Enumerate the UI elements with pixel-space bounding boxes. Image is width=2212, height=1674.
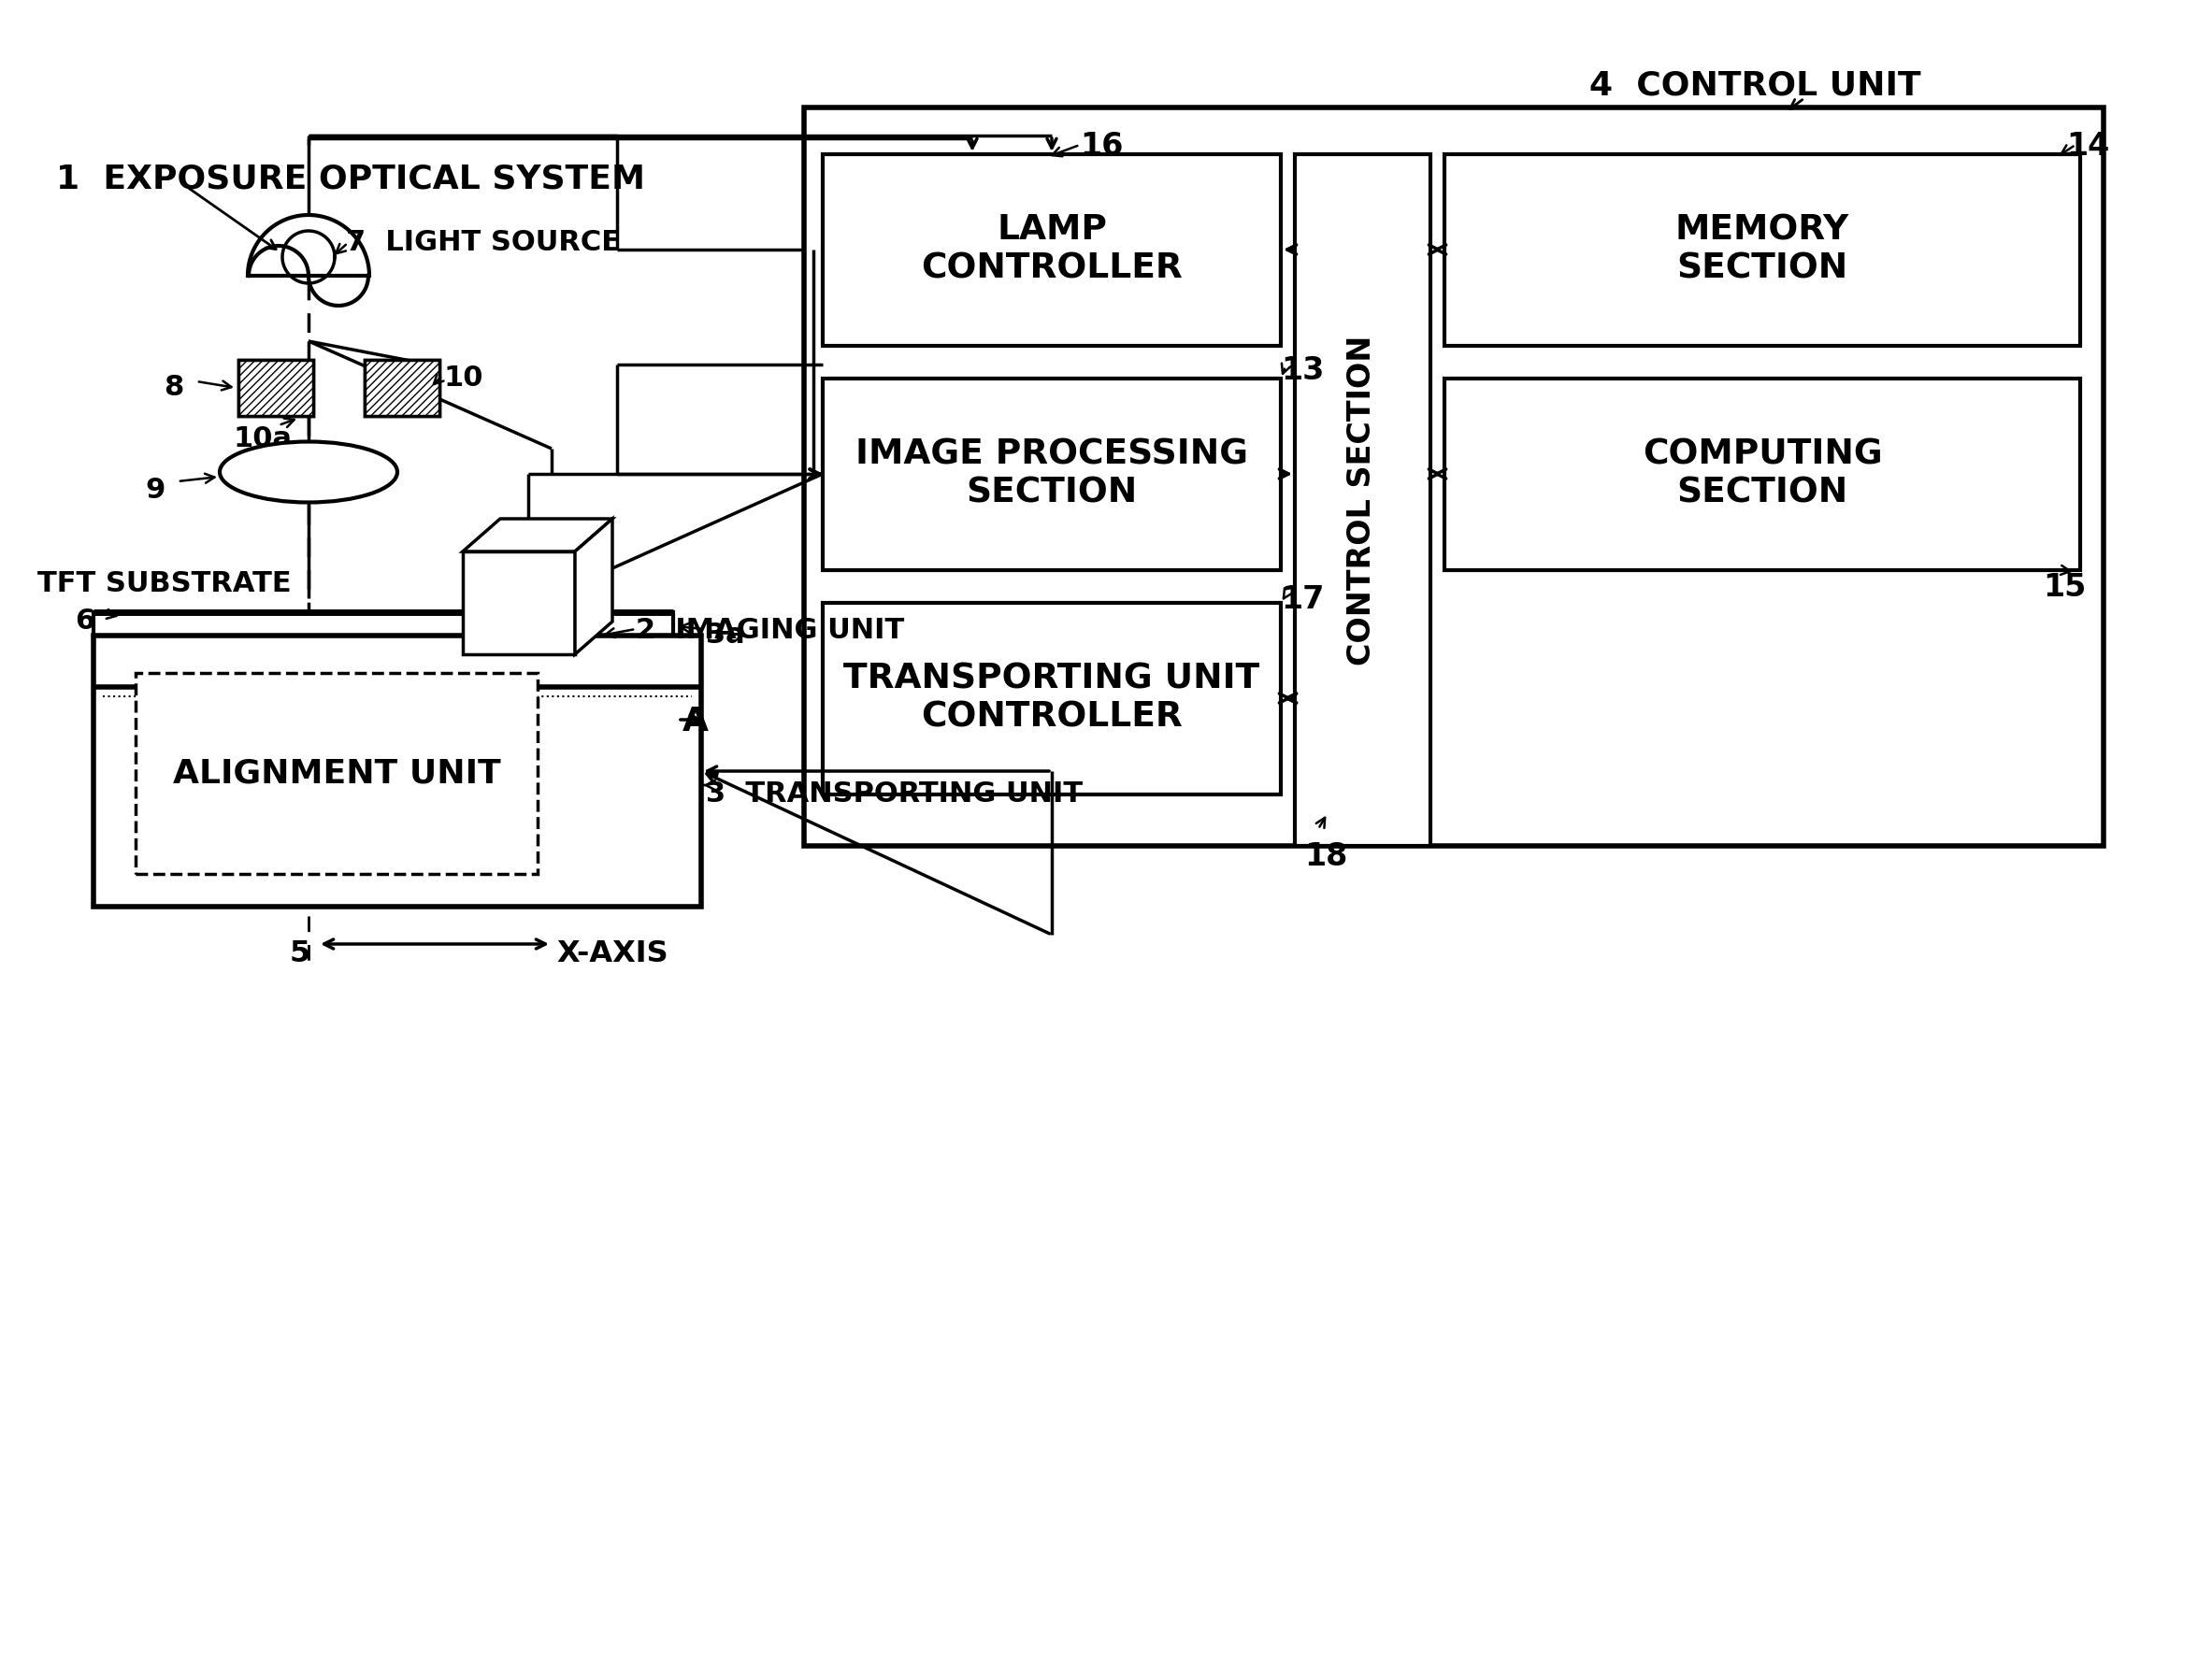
Bar bbox=[1444, 154, 2079, 347]
Text: 9: 9 bbox=[146, 477, 166, 504]
Text: 3a: 3a bbox=[706, 621, 745, 648]
Text: 10a: 10a bbox=[234, 425, 292, 452]
Text: 2  IMAGING UNIT: 2 IMAGING UNIT bbox=[635, 618, 905, 644]
Bar bbox=[93, 636, 701, 907]
Polygon shape bbox=[575, 519, 613, 655]
Text: 8: 8 bbox=[164, 373, 184, 402]
Text: TRANSPORTING UNIT
CONTROLLER: TRANSPORTING UNIT CONTROLLER bbox=[843, 661, 1261, 735]
Text: 17: 17 bbox=[1281, 584, 1325, 614]
Text: 15: 15 bbox=[2042, 573, 2086, 603]
Text: IMAGE PROCESSING
SECTION: IMAGE PROCESSING SECTION bbox=[856, 437, 1248, 511]
Bar bbox=[93, 613, 672, 638]
Text: 4  CONTROL UNIT: 4 CONTROL UNIT bbox=[1590, 70, 1920, 102]
Polygon shape bbox=[462, 519, 613, 551]
Polygon shape bbox=[462, 551, 575, 655]
Bar bbox=[823, 603, 1281, 795]
Text: A: A bbox=[684, 706, 708, 738]
Bar bbox=[135, 673, 538, 874]
Bar bbox=[803, 107, 2104, 845]
Text: 7  LIGHT SOURCE: 7 LIGHT SOURCE bbox=[345, 229, 622, 256]
Bar bbox=[1444, 378, 2079, 571]
Text: MEMORY
SECTION: MEMORY SECTION bbox=[1674, 213, 1849, 286]
Text: 10: 10 bbox=[445, 365, 484, 392]
Text: 13: 13 bbox=[1281, 355, 1325, 387]
Text: 3  TRANSPORTING UNIT: 3 TRANSPORTING UNIT bbox=[706, 780, 1082, 807]
Text: 6: 6 bbox=[75, 608, 95, 634]
Bar bbox=[239, 360, 314, 415]
Text: ALIGNMENT UNIT: ALIGNMENT UNIT bbox=[173, 757, 500, 788]
Text: X-AXIS: X-AXIS bbox=[555, 939, 668, 968]
Text: TFT SUBSTRATE: TFT SUBSTRATE bbox=[38, 571, 292, 598]
Bar bbox=[365, 360, 440, 415]
Bar bbox=[1294, 154, 1431, 845]
Ellipse shape bbox=[219, 442, 398, 502]
Text: LAMP
CONTROLLER: LAMP CONTROLLER bbox=[920, 213, 1183, 286]
Text: 1  EXPOSURE OPTICAL SYSTEM: 1 EXPOSURE OPTICAL SYSTEM bbox=[55, 164, 646, 196]
Text: 16: 16 bbox=[1079, 131, 1124, 162]
Text: 14: 14 bbox=[2066, 131, 2110, 162]
Text: COMPUTING
SECTION: COMPUTING SECTION bbox=[1641, 437, 1882, 511]
Bar bbox=[365, 360, 440, 415]
Text: 5: 5 bbox=[290, 939, 310, 968]
Bar bbox=[823, 378, 1281, 571]
Text: CONTROL SECTION: CONTROL SECTION bbox=[1347, 335, 1378, 665]
Bar bbox=[823, 154, 1281, 347]
Text: 18: 18 bbox=[1305, 842, 1347, 872]
Bar bbox=[239, 360, 314, 415]
